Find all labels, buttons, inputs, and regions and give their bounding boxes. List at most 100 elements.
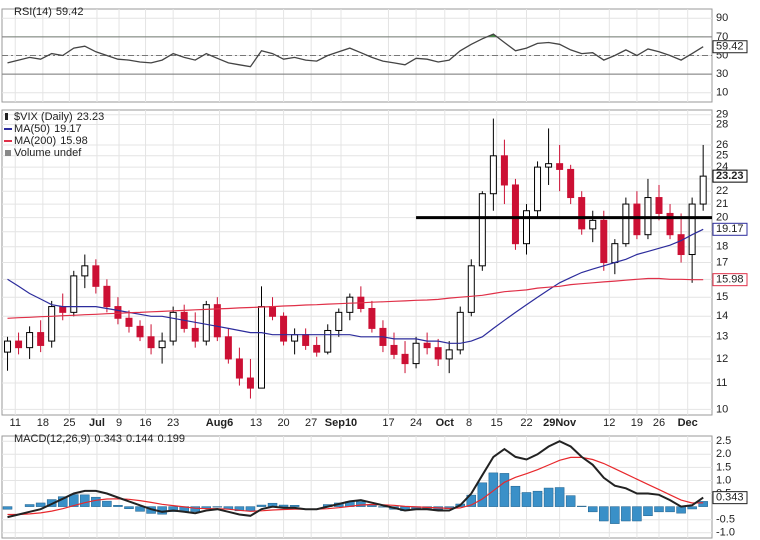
histogram-bar [256, 504, 267, 507]
y-tick-label: 70 [716, 31, 728, 43]
x-tick-label: 29Nov [543, 417, 577, 429]
candle-body [147, 336, 155, 349]
candle-body [556, 163, 564, 170]
candle-body [48, 306, 56, 342]
value-box [712, 273, 748, 287]
x-tick-label: 17 [382, 417, 394, 429]
y-tick-label: 26 [716, 139, 728, 151]
candle-body [103, 285, 111, 308]
x-tick-label: 16 [139, 417, 151, 429]
moving-average [7, 228, 704, 344]
y-tick-label: 18 [716, 241, 728, 253]
y-tick-label: 20 [716, 211, 728, 223]
y-tick-label: 14 [716, 310, 728, 322]
legend-swatch [5, 150, 11, 156]
y-tick-label: 30 [716, 68, 728, 80]
value-box-label: 15.98 [716, 274, 744, 286]
histogram-bar [113, 505, 123, 507]
legend-text: 59.42 [56, 6, 84, 18]
x-tick-label: Jul [89, 417, 105, 429]
value-box-label: 19.17 [716, 223, 744, 235]
candle-body [445, 349, 453, 360]
x-tick-label: 27 [305, 417, 317, 429]
histogram-bar [565, 495, 576, 507]
y-tick-label: 29 [716, 109, 728, 121]
histogram-bar [610, 506, 620, 524]
legend-text: MA(200) [14, 135, 56, 147]
histogram-bar [587, 506, 598, 513]
x-tick-label: 13 [250, 417, 262, 429]
histogram-bar [356, 501, 366, 507]
histogram-bar [643, 506, 653, 517]
x-tick-label: 26 [653, 417, 665, 429]
x-tick-label: 11 [10, 417, 21, 429]
candle-body [125, 317, 133, 327]
candle-body [688, 203, 696, 256]
candle-body [37, 332, 45, 346]
histogram-bar [80, 494, 90, 507]
histogram-bar [532, 490, 543, 507]
candle-body [545, 163, 553, 168]
histogram-bar [245, 506, 256, 512]
candle-body [611, 243, 619, 264]
x-tick-label: Aug6 [206, 417, 234, 429]
histogram-bar [91, 496, 101, 507]
candle-body [666, 212, 674, 236]
y-tick-label: 1.5 [716, 461, 731, 473]
x-tick-label: Oct [436, 417, 455, 429]
y-tick-label: 12 [716, 353, 728, 365]
y-tick-label: 13 [716, 331, 728, 343]
candle-body [213, 304, 221, 338]
histogram-bar [576, 505, 587, 507]
candle-body [158, 340, 166, 349]
value-box [712, 222, 748, 236]
histogram-bar [510, 485, 521, 507]
candle-body [390, 344, 398, 355]
rsi-line [7, 33, 704, 68]
y-tick-label: 25 [716, 150, 728, 162]
value-box [712, 169, 748, 183]
legend-swatch [5, 113, 8, 120]
candle-body [500, 155, 508, 186]
candle-body [70, 275, 78, 313]
candle-body [169, 311, 177, 342]
x-tick-label: 18 [37, 417, 49, 429]
candle-body [534, 166, 542, 212]
y-tick-label: 11 [716, 377, 727, 389]
legend-text: 0.144 [126, 433, 154, 445]
candle-body [633, 203, 641, 236]
histogram-bar [278, 504, 289, 507]
candle-body [578, 197, 586, 230]
x-tick-label: 23 [167, 417, 179, 429]
histogram-bar [466, 494, 477, 507]
candle-body [114, 306, 122, 319]
y-tick-label: 21 [716, 198, 728, 210]
legend-text: MACD(12,26,9) [14, 433, 90, 445]
histogram-bar [665, 506, 675, 513]
x-tick-label: 24 [410, 417, 422, 429]
candle-body [489, 155, 497, 195]
histogram-bar [124, 506, 134, 509]
candle-body [257, 306, 265, 389]
candle-body [291, 334, 299, 342]
candle-body [589, 219, 597, 230]
value-box [712, 40, 748, 54]
y-tick-label: 17 [716, 256, 728, 268]
y-tick-label: 2.5 [716, 435, 731, 447]
histogram-bar [621, 506, 631, 522]
value-box [712, 491, 748, 505]
x-tick-label: 22 [520, 417, 532, 429]
candle-body [622, 203, 630, 245]
candle-body [456, 311, 464, 351]
y-tick-label: 28 [716, 118, 728, 130]
histogram-bar [554, 487, 565, 507]
x-tick-label: 25 [63, 417, 75, 429]
legend-text: MA(50) [14, 123, 50, 135]
candle-body [280, 315, 288, 342]
y-tick-label: -1.0 [716, 527, 735, 539]
y-tick-label: 10 [716, 403, 728, 415]
legend-text: Volume undef [14, 147, 82, 159]
value-box-label: 59.42 [716, 41, 744, 53]
candle-body [699, 175, 707, 205]
